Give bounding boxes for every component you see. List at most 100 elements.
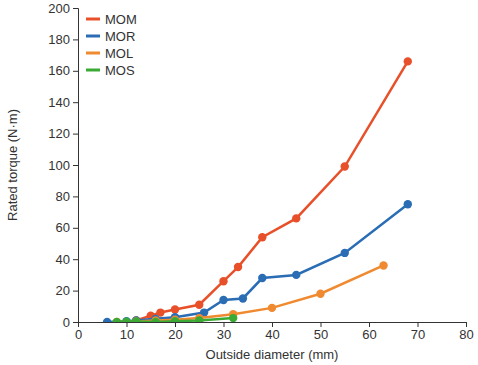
tick: 10 [120,322,134,342]
point [292,214,300,222]
legend-swatch [86,52,100,55]
x-axis-title: Outside diameter (mm) [206,347,339,362]
tick: 80 [459,322,473,342]
point [258,274,266,282]
legend-label: MOS [105,63,135,78]
tick-mark [73,8,78,9]
tick-mark [73,71,78,72]
tick: 60 [362,322,376,342]
tick-label: 70 [411,327,425,342]
point [103,318,111,322]
series-group [103,57,412,322]
tick-label: 100 [48,158,70,173]
point [113,318,121,322]
point [404,57,412,65]
tick: 40 [265,322,279,342]
legend-item: MOL [86,46,133,61]
tick: 80 [56,189,78,204]
legend-item: MOS [86,63,135,78]
tick-mark [73,39,78,40]
legend-swatch [86,69,100,72]
tick-label: 20 [168,327,182,342]
point [341,162,349,170]
series-line [107,204,408,322]
tick-label: 60 [56,220,70,235]
point [219,277,227,285]
point [229,314,237,322]
tick-label: 160 [48,63,70,78]
tick-label: 0 [63,315,70,330]
tick: 70 [411,322,425,342]
tick-label: 50 [314,327,328,342]
tick-label: 80 [56,189,70,204]
tick-mark [73,322,78,323]
tick-label: 0 [75,327,82,342]
tick-label: 200 [48,1,70,16]
tick: 50 [314,322,328,342]
series-line [136,61,408,320]
tick: 20 [168,322,182,342]
tick-label: 180 [48,32,70,47]
series-line [117,265,384,322]
point [132,317,140,322]
chart: 0 10 20 30 40 50 60 70 80 0 20 40 60 80 100 120 140 160 18… [0,0,478,365]
legend-swatch [86,35,100,38]
tick-label: 140 [48,95,70,110]
point [151,318,159,322]
point [122,317,130,322]
tick: 30 [217,322,231,342]
axis-line [73,9,79,323]
point [195,301,203,309]
point [292,271,300,279]
point [122,317,130,322]
tick: 40 [56,252,78,267]
tick-label: 20 [56,283,70,298]
tick-label: 30 [217,327,231,342]
legend-swatch [86,18,100,21]
tick: 140 [48,95,78,110]
tick-label: 40 [265,327,279,342]
tick-label: 120 [48,126,70,141]
tick-label: 40 [56,252,70,267]
legend: MOM MOR MOL MOS [86,12,137,78]
tick: 20 [56,283,78,298]
point [341,249,349,257]
point [239,294,247,302]
tick-mark [73,196,78,197]
tick-label: 80 [459,327,473,342]
point [171,305,179,313]
plot-area: 0 10 20 30 40 50 60 70 80 0 20 40 60 80 100 120 140 160 18… [48,1,473,343]
point [171,317,179,322]
tick-mark [73,228,78,229]
tick-mark [73,134,78,135]
tick: 0 [63,315,78,330]
tick-mark [73,102,78,103]
tick: 180 [48,32,78,47]
x-axis: 0 10 20 30 40 50 60 70 80 [75,322,474,342]
tick: 0 [75,322,82,342]
point [195,316,203,322]
legend-label: MOL [105,46,133,61]
tick-label: 60 [362,327,376,342]
tick: 100 [48,158,78,173]
legend-label: MOR [105,29,135,44]
point [379,261,387,269]
point [219,296,227,304]
tick: 60 [56,220,78,235]
point [132,317,140,322]
legend-item: MOR [86,29,135,44]
legend-label: MOM [105,12,137,27]
y-axis: 0 20 40 60 80 100 120 140 160 180 200 [48,1,78,330]
tick-label: 10 [120,327,134,342]
point [404,200,412,208]
tick: 200 [48,1,78,16]
tick: 160 [48,63,78,78]
point [113,318,121,322]
legend-item: MOM [86,12,137,27]
tick-mark [73,291,78,292]
point [258,233,266,241]
tick-mark [73,259,78,260]
point [268,304,276,312]
point [234,263,242,271]
tick: 120 [48,126,78,141]
